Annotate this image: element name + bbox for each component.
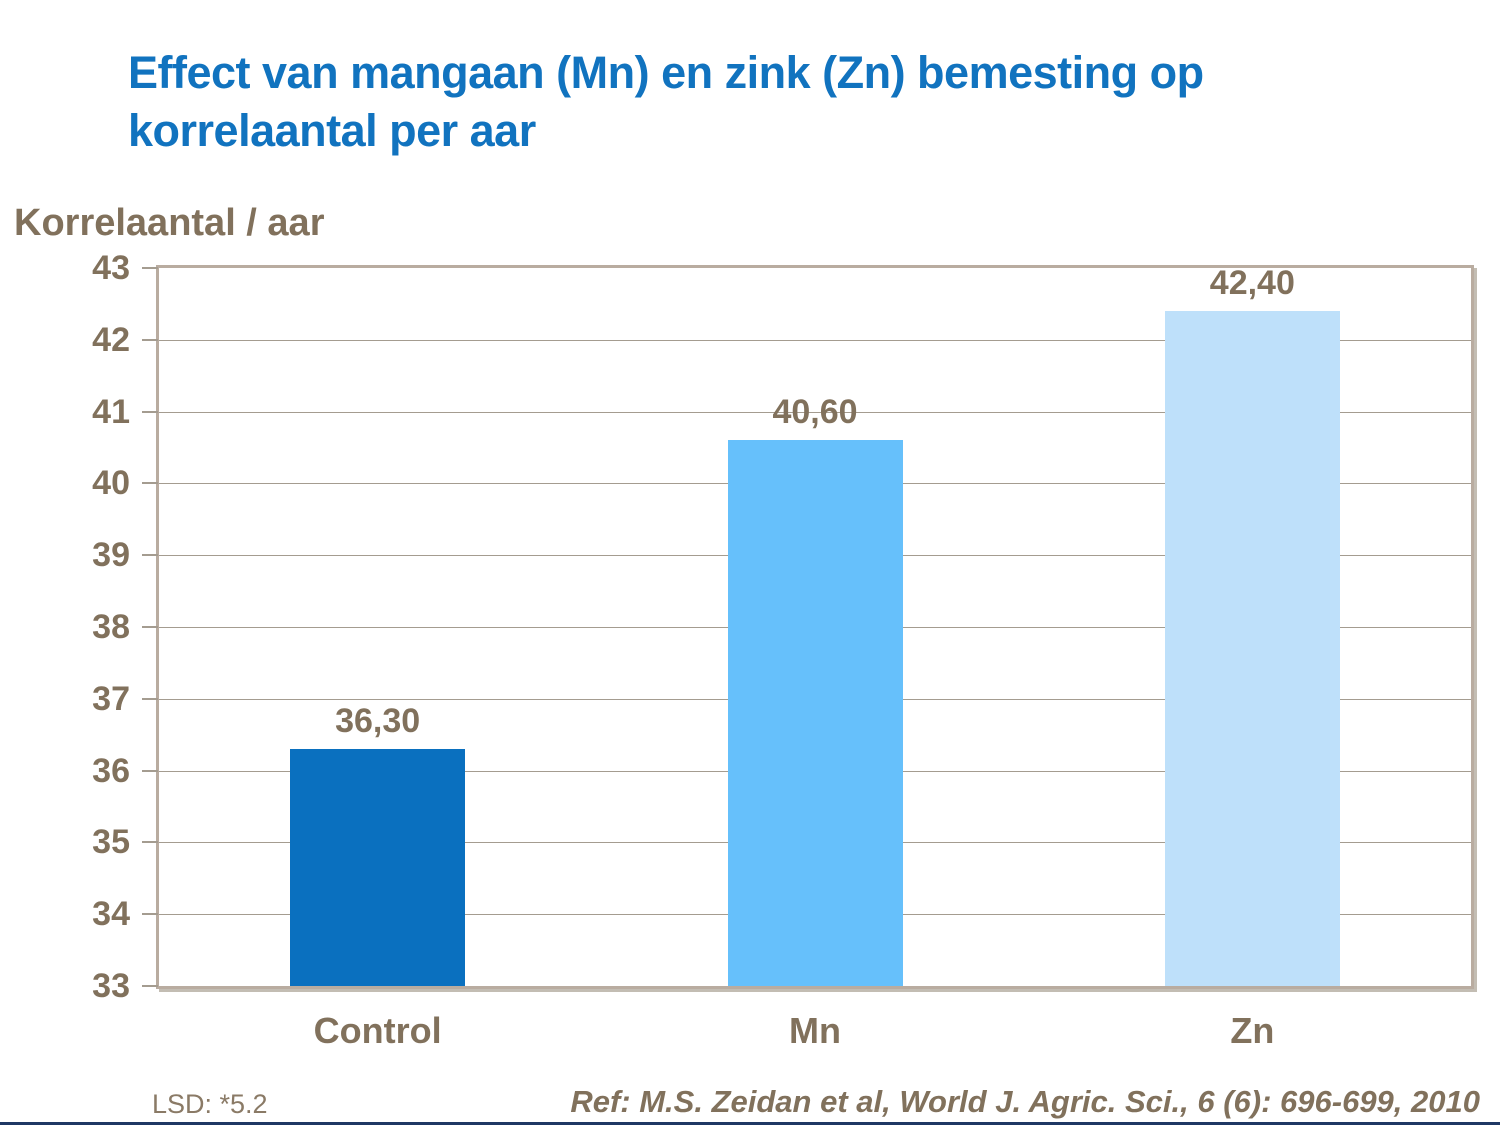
y-tick-mark [142, 985, 158, 987]
y-axis-title: Korrelaantal / aar [14, 202, 325, 244]
y-tick-mark [142, 410, 158, 413]
bar-control [290, 749, 466, 986]
bar-mn [727, 440, 903, 986]
bar-zn [1164, 311, 1340, 986]
category-label-mn: Mn [789, 1010, 841, 1051]
y-tick-mark [142, 338, 158, 341]
y-tick-label: 38 [92, 608, 130, 646]
category-label-control: Control [313, 1010, 442, 1051]
y-tick-label: 42 [92, 320, 130, 359]
reference-citation: Ref: M.S. Zeidan et al, World J. Agric. … [570, 1084, 1480, 1119]
plot-area: 36,30 40,60 42,40 [156, 264, 1474, 989]
page-title: Effect van mangaan (Mn) en zink (Zn) bem… [128, 44, 1204, 160]
y-tick-label: 39 [92, 536, 130, 575]
category-label-zn: Zn [1230, 1010, 1275, 1051]
y-tick-label: 34 [92, 895, 130, 934]
y-tick-label: 40 [92, 464, 130, 503]
bar-value-label: 42,40 [1209, 264, 1295, 303]
y-tick-mark [142, 554, 158, 557]
y-tick-label: 43 [92, 249, 130, 287]
y-tick-mark [142, 913, 158, 916]
page-title-line2: korrelaantal per aar [128, 105, 536, 156]
lsd-note: LSD: *5.2 [152, 1089, 268, 1119]
y-tick-label: 33 [92, 967, 130, 1005]
gridline [159, 411, 1471, 413]
gridline [159, 339, 1471, 341]
y-tick-mark [142, 626, 158, 628]
y-tick-mark [142, 841, 158, 844]
bar-value-label: 40,60 [772, 393, 858, 432]
y-tick-label: 36 [92, 751, 130, 790]
bottom-accent-strip [0, 1122, 1500, 1125]
y-tick-label: 35 [92, 823, 130, 862]
bar-value-label: 36,30 [335, 702, 421, 741]
y-tick-label: 41 [92, 392, 130, 431]
y-tick-mark [142, 697, 158, 700]
y-tick-label: 37 [92, 679, 130, 718]
y-tick-mark [142, 267, 158, 269]
y-tick-mark [142, 482, 158, 485]
page-title-line1: Effect van mangaan (Mn) en zink (Zn) bem… [128, 47, 1204, 98]
y-tick-mark [142, 769, 158, 772]
